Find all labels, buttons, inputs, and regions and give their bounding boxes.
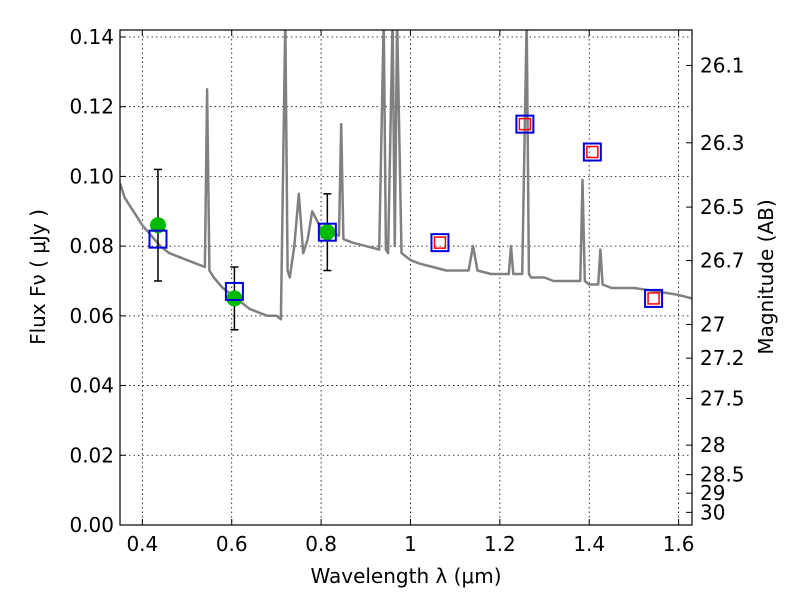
x-tick-label: 0.8 xyxy=(305,532,337,556)
mag-tick-label: 26.3 xyxy=(700,131,745,155)
model-square xyxy=(644,288,664,308)
model-square xyxy=(148,229,168,249)
y-tick-label: 0.14 xyxy=(69,25,114,49)
x-tick-label: 0.6 xyxy=(216,532,248,556)
mag-tick-label: 27.5 xyxy=(700,386,745,410)
x-tick-label: 1.4 xyxy=(573,532,605,556)
marker-layer xyxy=(148,114,664,331)
mag-tick-label: 28.5 xyxy=(700,463,745,487)
y-tick-label: 0.12 xyxy=(69,95,114,119)
model-band-square xyxy=(518,117,532,131)
model-square xyxy=(515,114,535,134)
y-tick-label: 0.08 xyxy=(69,234,114,258)
y-tick-label: 0.10 xyxy=(69,164,114,188)
y-tick-label: 0.02 xyxy=(69,443,114,467)
mag-tick-label: 30 xyxy=(700,500,725,524)
spectrum-line xyxy=(120,30,692,321)
tick-layer xyxy=(120,30,692,526)
model-band-square xyxy=(647,292,660,305)
model-square xyxy=(317,222,337,242)
model-square xyxy=(582,142,602,162)
y-tick-label: 0.00 xyxy=(69,513,114,537)
model-band-square xyxy=(433,236,447,249)
mag-tick-label: 27.2 xyxy=(700,346,745,370)
mag-tick-label: 29 xyxy=(700,481,725,505)
x-tick-label: 1.2 xyxy=(484,532,516,556)
mag-tick-label: 26.1 xyxy=(700,53,745,77)
observed-point xyxy=(319,224,336,241)
mag-tick-label: 28 xyxy=(700,433,725,457)
spectrum-layer xyxy=(120,30,692,321)
plot-frame xyxy=(119,29,693,526)
model-square xyxy=(430,233,450,253)
observed-point xyxy=(149,217,166,234)
y-axis-right-label: Magnitude (AB) xyxy=(754,199,778,354)
tick-label-layer: 0.4 0.6 0.8 1 1.2 1.4 1.6 0.00 0.02 0.04 0.06 0.08 0… xyxy=(69,25,744,556)
mag-tick-label: 27 xyxy=(700,312,725,336)
y-tick-label: 0.04 xyxy=(69,374,114,398)
y-tick-label: 0.06 xyxy=(69,304,114,328)
x-tick-label: 0.4 xyxy=(126,532,158,556)
mag-tick-label: 26.5 xyxy=(700,195,745,219)
x-tick-label: 1 xyxy=(404,532,417,556)
mag-tick-label: 26.7 xyxy=(700,249,745,273)
x-axis-label: Wavelength λ (μm) xyxy=(310,564,501,588)
x-tick-label: 1.6 xyxy=(663,532,695,556)
model-square xyxy=(224,281,244,301)
y-axis-label: Flux Fν ( μJy ) xyxy=(26,209,50,345)
observed-point xyxy=(226,290,243,307)
model-band-square xyxy=(586,145,599,159)
grid-lines xyxy=(120,30,692,526)
